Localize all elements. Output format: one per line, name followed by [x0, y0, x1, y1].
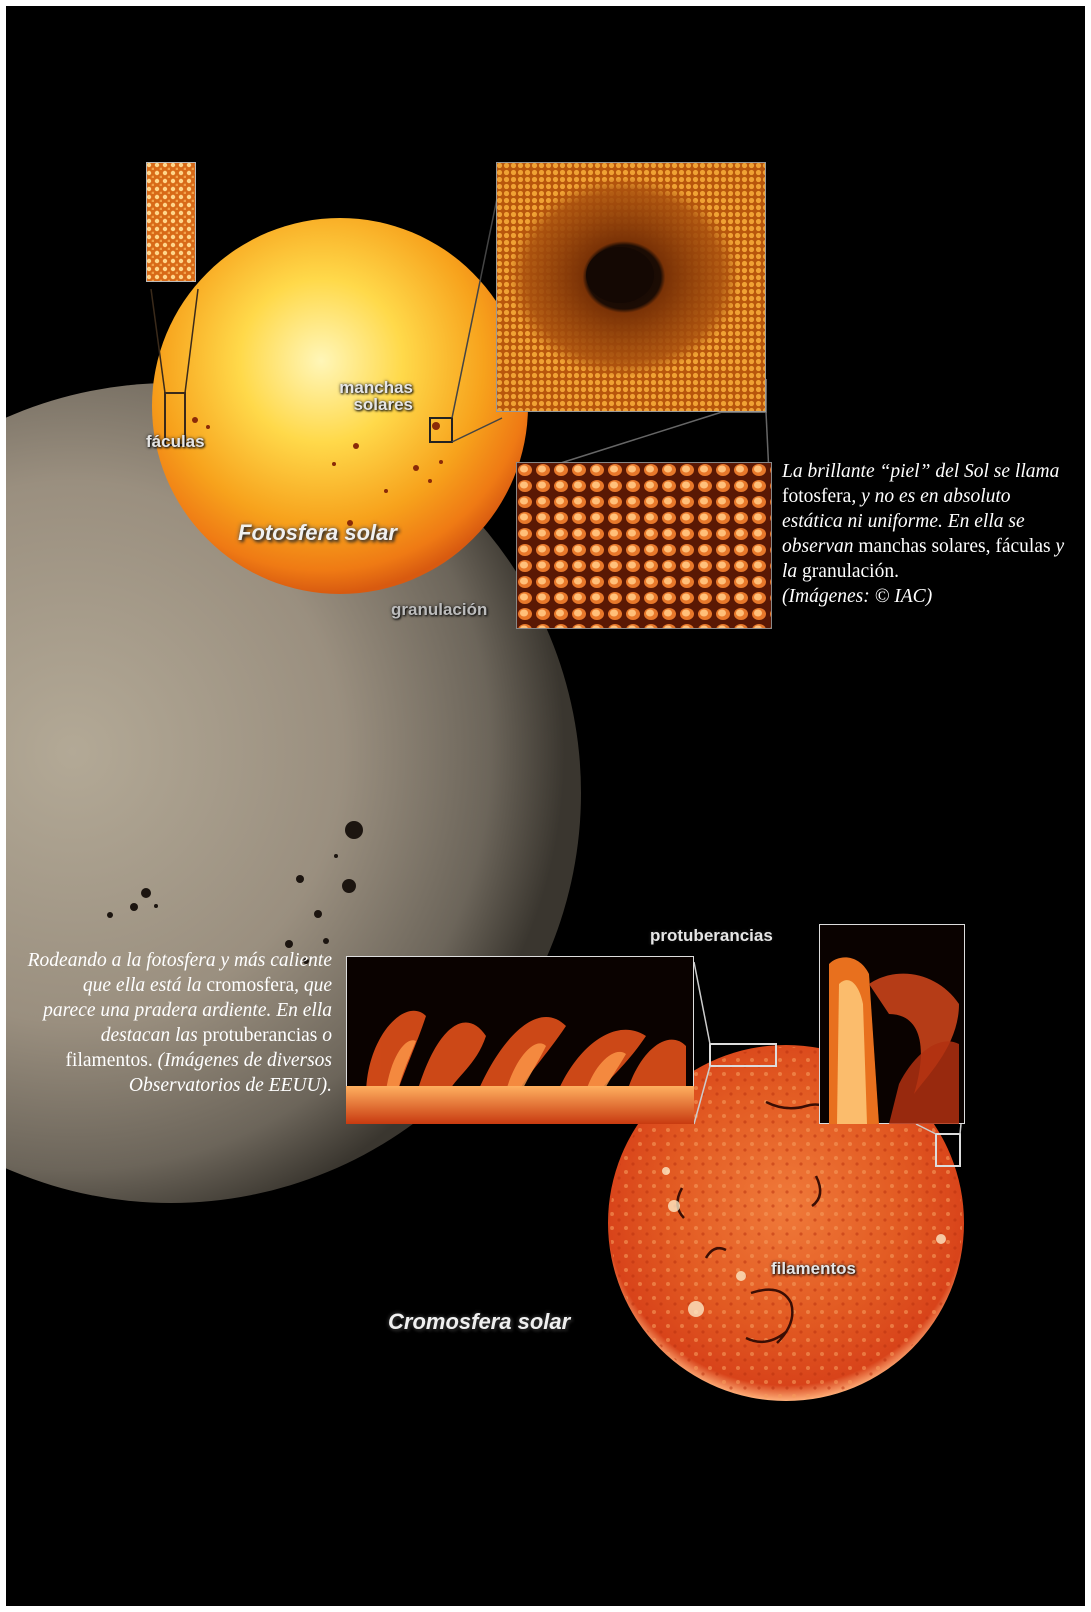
- photosphere-caption: La brillante “piel” del Sol se llama fot…: [782, 459, 1072, 609]
- sunspots-label-line2: solares: [353, 395, 413, 414]
- photosphere-title: Fotosfera solar: [238, 520, 397, 545]
- caption-chromosphere-p1: Rodeando a la fotosfera y más caliente q…: [27, 950, 332, 996]
- sunspot-group: [107, 821, 363, 964]
- caption-photosphere-p7: .: [894, 561, 899, 582]
- caption-photosphere-p2: fotosfera: [782, 486, 852, 507]
- prominences-label: protuberancias: [650, 926, 773, 945]
- caption-chromosphere-p2: cromosfera: [201, 975, 295, 996]
- caption-chromosphere-p3: , que parece una pradera ardiente. En el…: [43, 975, 332, 1046]
- chromosphere-sun: [608, 961, 964, 1401]
- sunspots-label-line1: manchas: [339, 378, 413, 397]
- caption-chromosphere-p6: filamentos: [65, 1050, 148, 1071]
- sunspots-label: manchas solares: [303, 379, 413, 413]
- caption-photosphere-credit: (Imágenes: © IAC): [782, 586, 933, 607]
- prominence-detail-inset: [819, 924, 965, 1124]
- caption-photosphere-p3: , y no es en absoluto estática ni unifor…: [782, 486, 1025, 557]
- granulation-inset: [516, 462, 772, 629]
- caption-chromosphere-p4: protuberancias: [197, 1025, 318, 1046]
- caption-chromosphere-p5: o: [317, 1025, 332, 1046]
- caption-photosphere-p1: La brillante “piel” del Sol se llama: [782, 461, 1060, 482]
- faculae-inset: [146, 162, 196, 282]
- sunspot-inset: [496, 162, 766, 412]
- caption-photosphere-p6: granulación: [797, 561, 895, 582]
- granulation-label: granulación: [391, 600, 488, 619]
- chromosphere-caption: Rodeando a la fotosfera y más caliente q…: [26, 948, 332, 1098]
- chromosphere-title: Cromosfera solar: [388, 1309, 571, 1334]
- prominences-strip-inset: [346, 956, 694, 1124]
- faculae-label: fáculas: [146, 432, 205, 451]
- caption-photosphere-p5: y la: [782, 536, 1065, 582]
- caption-photosphere-p4: manchas solares, fáculas: [853, 536, 1051, 557]
- black-panel: manchas solares fáculas Fotosfera solar …: [6, 6, 1085, 1606]
- caption-chromosphere-p7: .: [147, 1050, 158, 1071]
- caption-chromosphere-credit: (Imágenes de diversos Observatorios de E…: [128, 1050, 332, 1096]
- filaments-label: filamentos: [771, 1259, 857, 1278]
